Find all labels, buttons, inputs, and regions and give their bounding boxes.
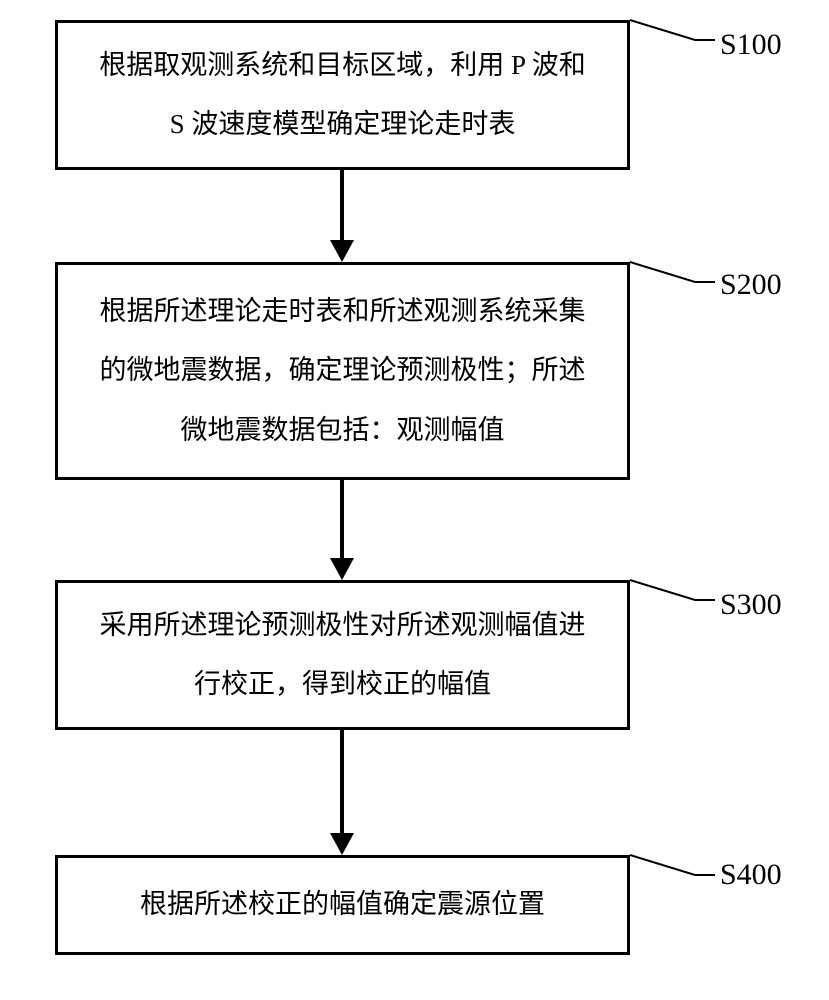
- flow-node-s100-text: 根据取观测系统和目标区域，利用 P 波和S 波速度模型确定理论走时表: [76, 36, 609, 155]
- arrow-head-icon: [330, 833, 354, 855]
- step-label-s100: S100: [720, 28, 782, 62]
- flow-node-s200-text: 根据所述理论走时表和所述观测系统采集的微地震数据，确定理论预测极性；所述微地震数…: [76, 282, 609, 460]
- step-label-s400: S400: [720, 858, 782, 892]
- flow-node-s200: 根据所述理论走时表和所述观测系统采集的微地震数据，确定理论预测极性；所述微地震数…: [55, 262, 630, 480]
- arrow-shaft: [340, 170, 344, 240]
- flow-node-s300-text: 采用所述理论预测极性对所述观测幅值进行校正，得到校正的幅值: [76, 596, 609, 715]
- arrow-head-icon: [330, 240, 354, 262]
- flow-node-s400-text: 根据所述校正的幅值确定震源位置: [76, 875, 609, 934]
- arrow-shaft: [340, 730, 344, 833]
- step-label-s300: S300: [720, 588, 782, 622]
- step-label-s200: S200: [720, 268, 782, 302]
- flow-node-s400: 根据所述校正的幅值确定震源位置: [55, 855, 630, 955]
- arrow-shaft: [340, 480, 344, 558]
- flowchart-canvas: 根据取观测系统和目标区域，利用 P 波和S 波速度模型确定理论走时表 根据所述理…: [0, 0, 829, 1000]
- arrow-head-icon: [330, 558, 354, 580]
- flow-node-s300: 采用所述理论预测极性对所述观测幅值进行校正，得到校正的幅值: [55, 580, 630, 730]
- flow-node-s100: 根据取观测系统和目标区域，利用 P 波和S 波速度模型确定理论走时表: [55, 20, 630, 170]
